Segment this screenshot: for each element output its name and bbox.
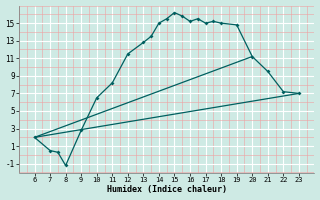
X-axis label: Humidex (Indice chaleur): Humidex (Indice chaleur) [107,185,227,194]
